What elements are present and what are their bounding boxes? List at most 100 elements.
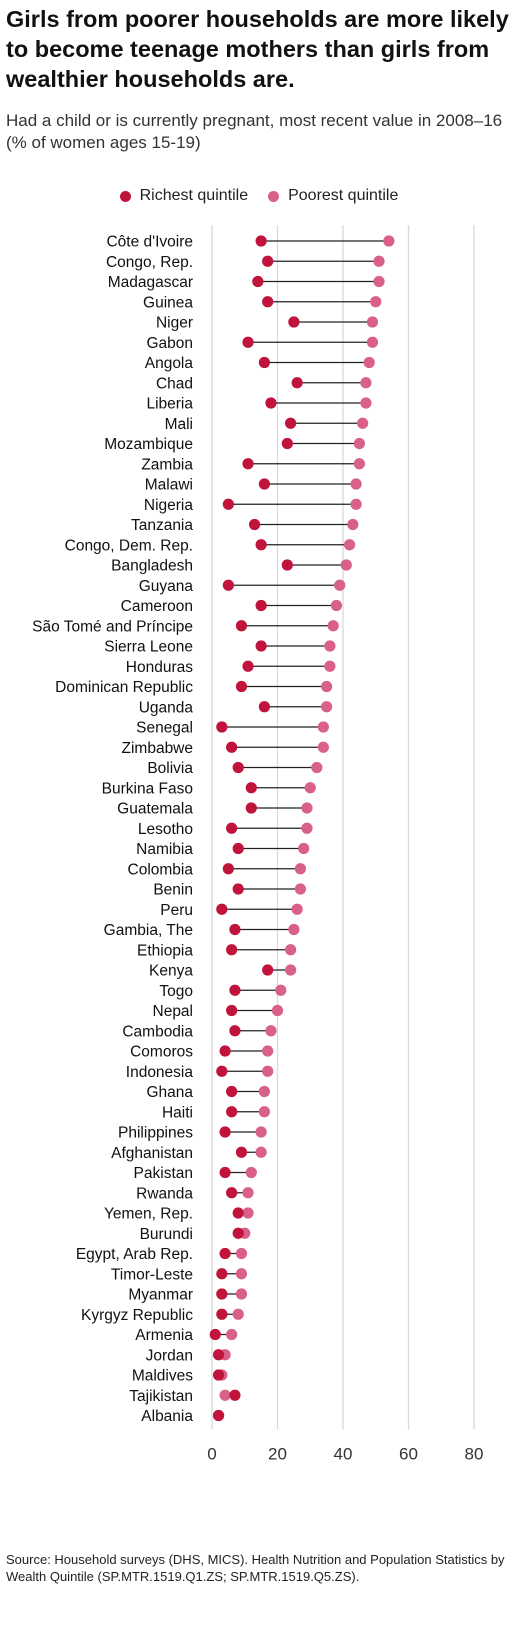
country-label: Tajikistan	[129, 1388, 193, 1405]
poorest-dot	[347, 518, 359, 531]
country-label: Togo	[159, 983, 193, 1000]
poorest-dot	[353, 437, 365, 450]
poorest-dot	[262, 1045, 274, 1057]
chart-subtitle: Had a child or is currently pregnant, mo…	[6, 111, 503, 152]
country-label: Guatemala	[117, 801, 193, 818]
legend-swatch-richest	[119, 190, 131, 202]
poorest-dot	[226, 1328, 238, 1341]
richest-dot	[216, 1308, 228, 1320]
richest-dot	[216, 721, 228, 733]
country-label: Maldives	[132, 1368, 193, 1385]
country-label: Sierra Leone	[104, 639, 193, 656]
richest-dot	[229, 1025, 241, 1037]
country-label: Namibia	[136, 841, 193, 858]
country-label: Angola	[145, 355, 194, 372]
richest-dot	[232, 842, 244, 855]
legend-item-poorest: Poorest quintile	[268, 187, 398, 205]
poorest-dot	[301, 802, 313, 814]
poorest-dot	[219, 1389, 231, 1401]
richest-dot	[219, 1166, 231, 1179]
legend: Richest quintile Poorest quintile	[0, 184, 518, 208]
richest-dot	[229, 1389, 241, 1401]
richest-dot	[226, 1187, 238, 1199]
chart-title: Girls from poorer households are more li…	[6, 6, 509, 92]
country-label: Cameroon	[121, 598, 193, 615]
richest-dot	[265, 397, 277, 409]
country-label: Côte d'Ivoire	[106, 234, 193, 251]
poorest-dot	[311, 761, 323, 774]
poorest-dot	[324, 660, 336, 672]
richest-dot	[232, 1207, 244, 1219]
richest-dot	[219, 1126, 231, 1138]
richest-dot	[216, 903, 228, 915]
richest-dot	[255, 235, 267, 247]
poorest-dot	[235, 1247, 248, 1260]
richest-dot	[288, 316, 300, 328]
country-label: Cambodia	[122, 1023, 193, 1040]
poorest-dot	[373, 255, 385, 267]
richest-dot	[216, 1065, 228, 1077]
country-label: Dominican Republic	[55, 679, 193, 696]
richest-dot	[281, 437, 293, 450]
country-label: Mali	[165, 416, 193, 433]
country-label: Rwanda	[136, 1185, 193, 1202]
richest-dot	[226, 741, 238, 753]
poorest-dot	[321, 701, 333, 713]
richest-dot	[226, 1004, 238, 1017]
country-label: Colombia	[128, 861, 194, 878]
country-label: Zimbabwe	[122, 740, 194, 757]
richest-dot	[229, 923, 241, 936]
poorest-dot	[357, 417, 369, 429]
richest-dot	[291, 377, 303, 389]
richest-dot	[222, 498, 234, 510]
country-label: Ghana	[146, 1084, 193, 1101]
richest-dot	[226, 1085, 238, 1098]
country-label: Burundi	[140, 1226, 193, 1243]
poorest-dot	[245, 1166, 257, 1179]
poorest-dot	[235, 1268, 248, 1280]
richest-dot	[235, 1146, 248, 1158]
poorest-dot	[285, 944, 297, 956]
richest-dot	[255, 640, 267, 652]
richest-dot	[216, 1288, 228, 1300]
country-label: Kyrgyz Republic	[81, 1307, 193, 1324]
poorest-dot	[330, 599, 343, 612]
richest-dot	[262, 255, 274, 267]
poorest-dot	[360, 377, 372, 389]
poorest-dot	[317, 741, 329, 753]
country-label: Congo, Rep.	[106, 254, 193, 271]
richest-dot	[285, 417, 297, 429]
country-label: Guyana	[139, 578, 194, 595]
country-label: Burkina Faso	[102, 780, 193, 797]
country-label: Bolivia	[147, 760, 193, 777]
country-label: Myanmar	[128, 1287, 193, 1304]
richest-dot	[226, 822, 238, 834]
richest-dot	[262, 964, 274, 976]
poorest-dot	[262, 1065, 274, 1077]
richest-dot	[235, 680, 248, 693]
richest-dot	[235, 620, 248, 632]
poorest-dot	[334, 579, 346, 591]
richest-dot	[242, 660, 254, 672]
richest-dot	[212, 1349, 225, 1361]
poorest-dot	[298, 842, 310, 855]
poorest-dot	[232, 1308, 244, 1320]
richest-dot	[226, 1106, 238, 1118]
x-tick-label: 20	[268, 1445, 287, 1464]
legend-label-richest: Richest quintile	[139, 187, 249, 204]
poorest-dot	[294, 883, 307, 895]
country-label: Zambia	[141, 456, 193, 473]
country-label: Bangladesh	[111, 558, 193, 575]
poorest-dot	[242, 1187, 254, 1199]
richest-dot	[252, 275, 264, 288]
country-label: Comoros	[130, 1044, 193, 1061]
poorest-dot	[294, 863, 307, 875]
country-label: Yemen, Rep.	[104, 1206, 193, 1223]
poorest-dot	[258, 1106, 270, 1118]
poorest-dot	[350, 498, 362, 510]
country-label: Albania	[141, 1408, 193, 1425]
legend-item-richest: Richest quintile	[119, 187, 249, 205]
richest-dot	[212, 1409, 225, 1422]
country-label: Nigeria	[144, 497, 193, 514]
richest-dot	[258, 701, 270, 713]
